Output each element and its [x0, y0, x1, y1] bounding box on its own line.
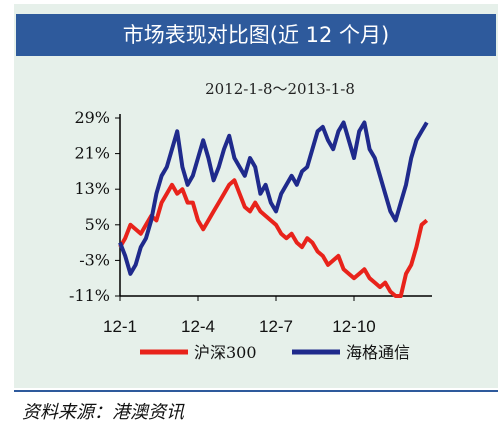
chart-title: 市场表现对比图(近 12 个月) [16, 14, 496, 56]
x-tick-label: 12-4 [181, 317, 215, 336]
y-tick-label: 13% [74, 179, 110, 198]
x-tick-label: 12-7 [259, 317, 293, 336]
legend: 沪深300 海格通信 [140, 343, 410, 362]
legend-label-1: 海格通信 [346, 343, 410, 362]
series-line-1 [118, 120, 429, 276]
y-axis-ticks: 29% 21% 13% 5% -3% -11% [69, 108, 120, 305]
series-lines [118, 120, 429, 298]
chart-panel [14, 4, 498, 388]
separator-line [14, 390, 498, 392]
x-axis-ticks: 12-1 12-4 12-7 12-10 [103, 296, 376, 336]
y-tick-label: -3% [79, 250, 110, 269]
legend-label-0: 沪深300 [194, 343, 257, 362]
y-tick-label: -11% [69, 286, 110, 305]
y-tick-label: 21% [74, 144, 110, 163]
x-tick-label: 12-1 [103, 317, 137, 336]
source-note: 资料来源：港澳资讯 [22, 402, 184, 423]
x-tick-label: 12-10 [332, 317, 375, 336]
y-tick-label: 5% [85, 215, 110, 234]
chart-subtitle: 2012-1-8～2013-1-8 [205, 80, 355, 98]
series-line-0 [118, 178, 429, 298]
y-tick-label: 29% [74, 108, 110, 127]
